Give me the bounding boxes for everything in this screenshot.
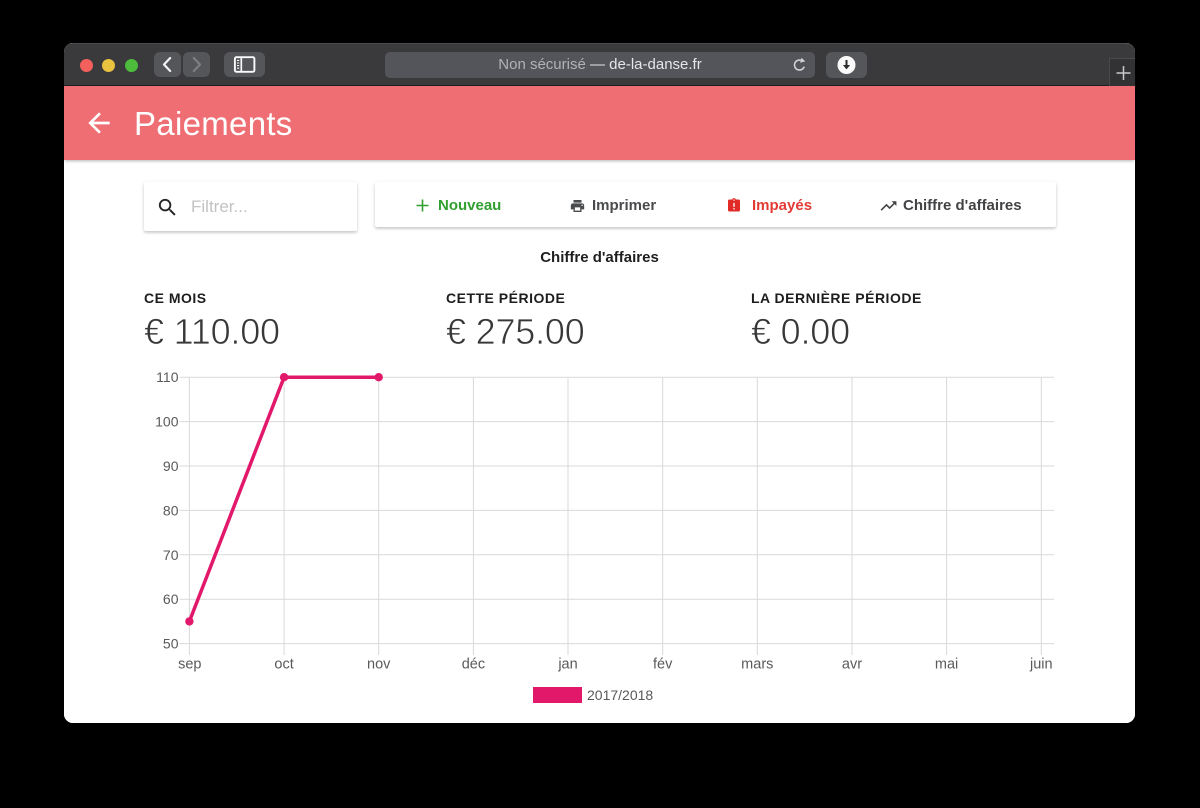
svg-text:mai: mai — [935, 657, 958, 673]
svg-text:jan: jan — [557, 657, 577, 673]
svg-text:100: 100 — [155, 414, 179, 430]
svg-text:90: 90 — [163, 458, 179, 474]
svg-text:déc: déc — [462, 657, 485, 673]
svg-text:50: 50 — [163, 636, 179, 652]
svg-text:110: 110 — [156, 369, 179, 385]
svg-text:60: 60 — [163, 591, 179, 607]
svg-text:nov: nov — [367, 657, 391, 673]
svg-text:mars: mars — [741, 657, 773, 673]
svg-text:avr: avr — [842, 657, 862, 673]
svg-text:80: 80 — [163, 502, 179, 518]
svg-text:juin: juin — [1029, 657, 1053, 673]
svg-text:fév: fév — [653, 657, 673, 673]
svg-text:oct: oct — [274, 657, 293, 673]
svg-text:2017/2018: 2017/2018 — [587, 687, 653, 703]
svg-text:70: 70 — [163, 547, 179, 563]
svg-text:sep: sep — [178, 657, 201, 673]
